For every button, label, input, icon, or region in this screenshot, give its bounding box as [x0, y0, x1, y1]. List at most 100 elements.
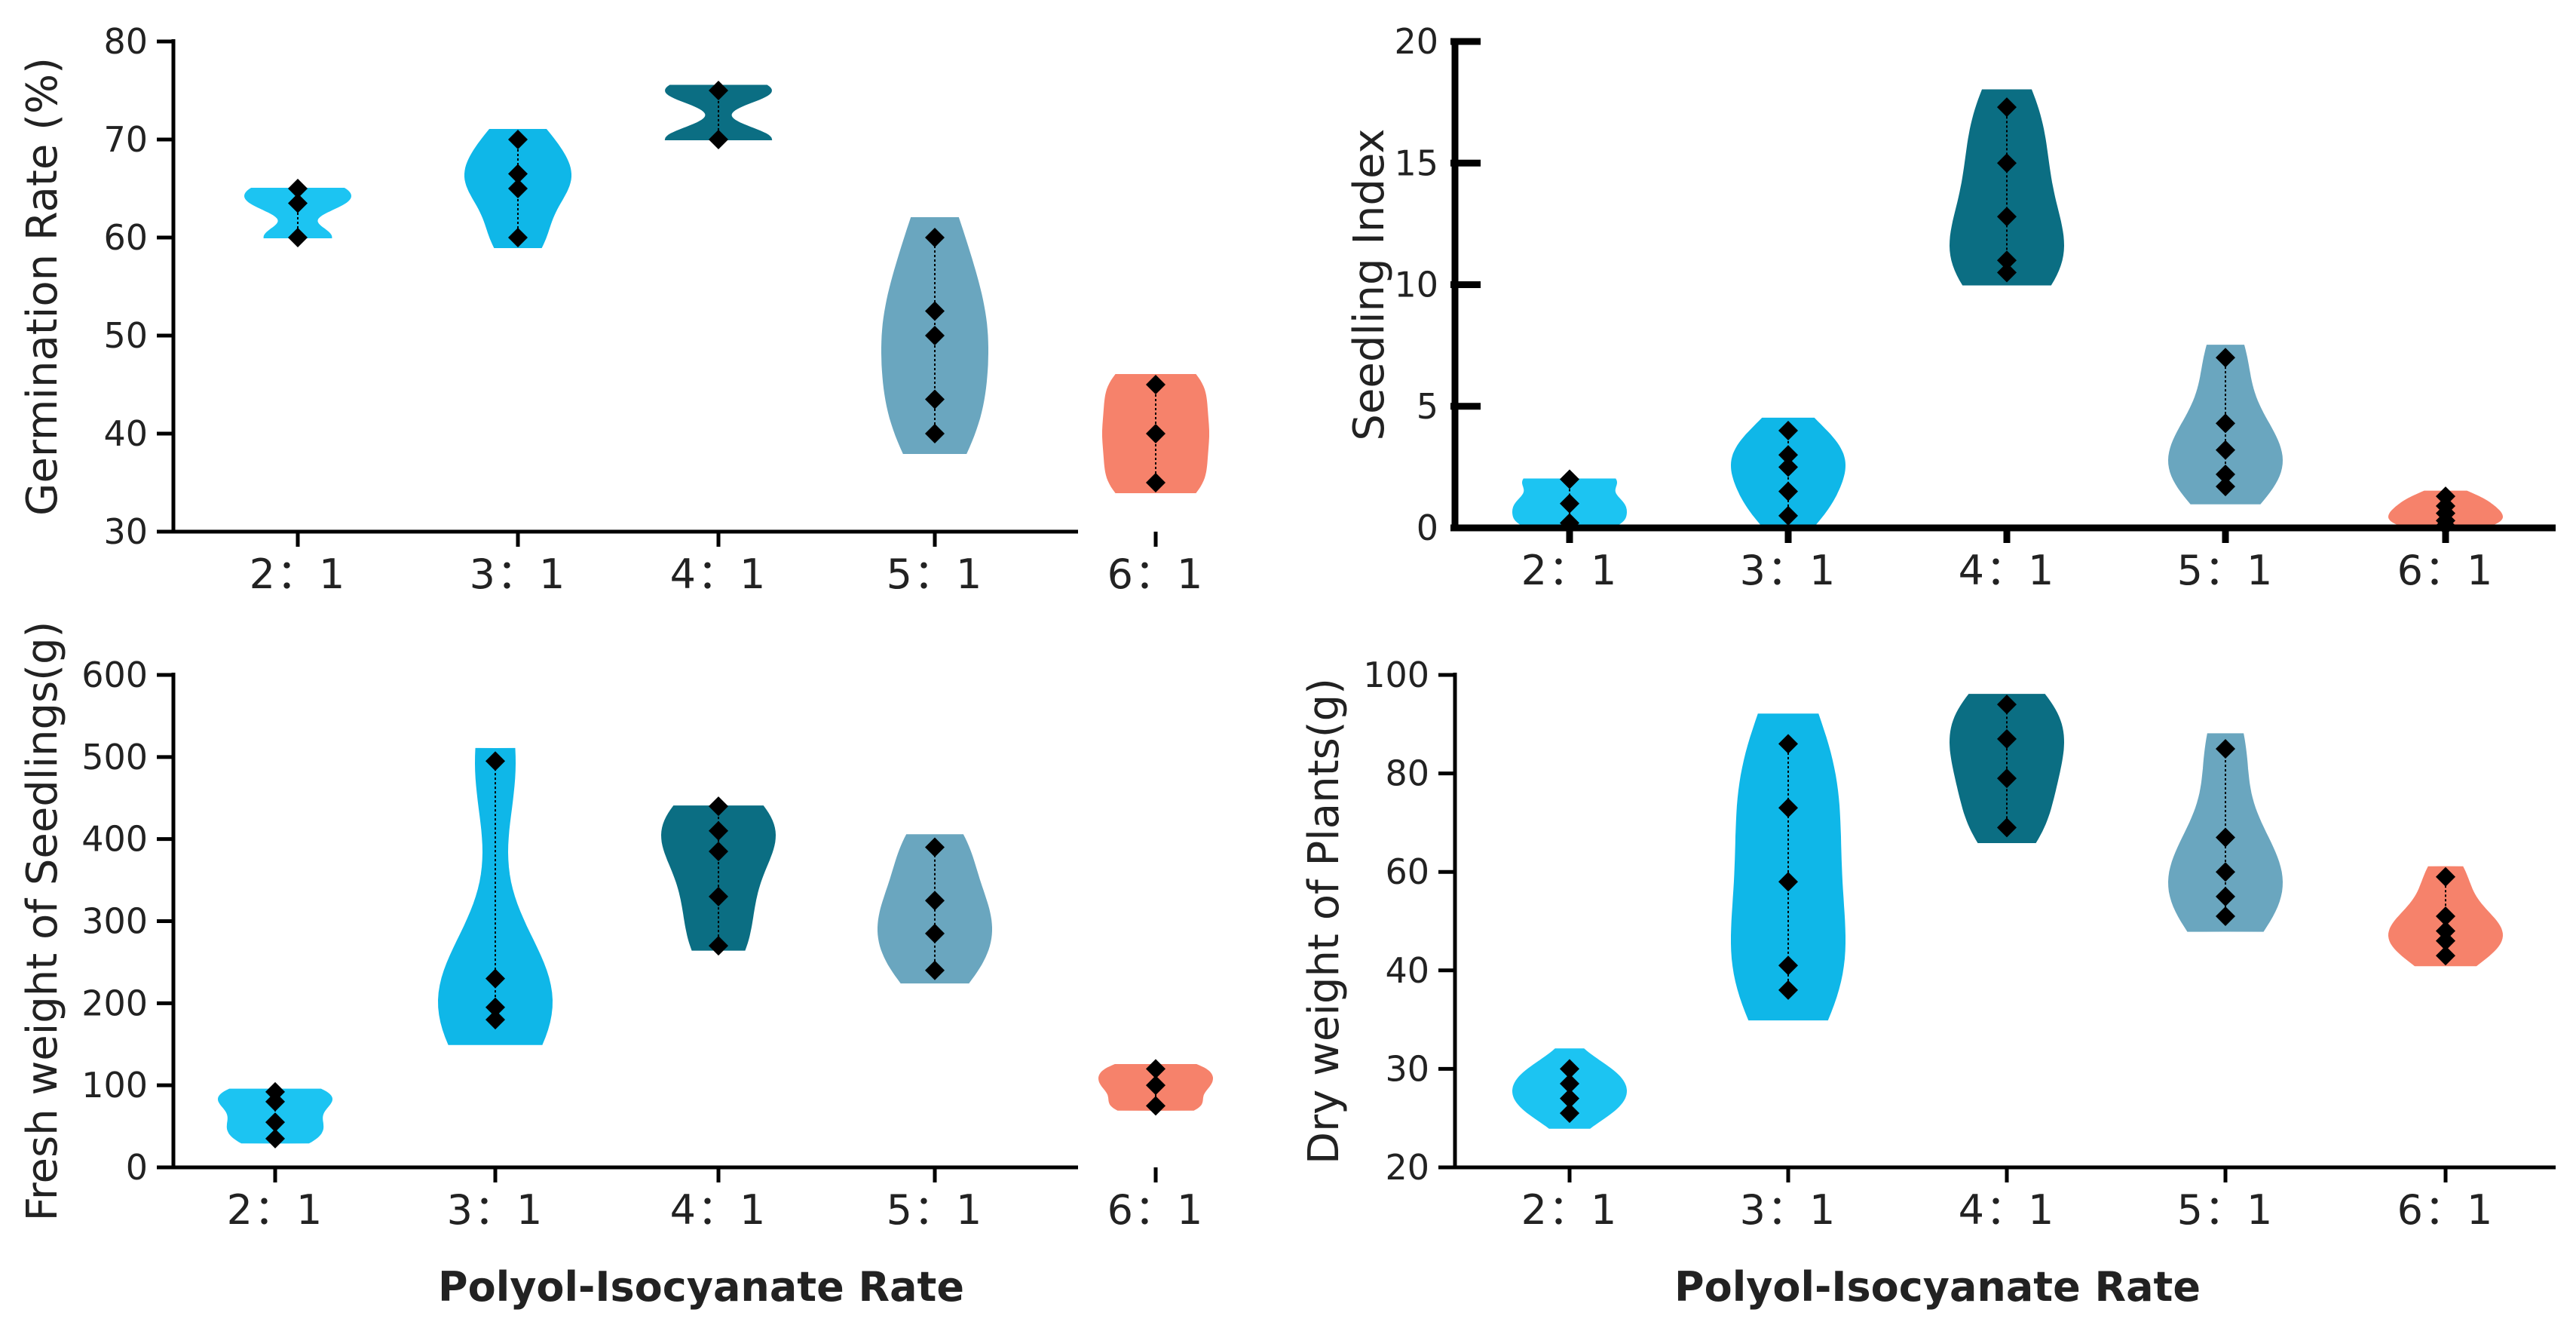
data-point [1560, 469, 1579, 489]
y-tick-label: 60 [1385, 851, 1429, 892]
data-point [1997, 153, 2017, 173]
data-point [2436, 906, 2455, 926]
y-tick-label: 15 [1394, 143, 1438, 183]
data-point [2216, 465, 2235, 485]
data-point [1778, 505, 1798, 526]
data-point [925, 389, 945, 409]
data-point [485, 751, 505, 771]
y-tick-label: 70 [103, 119, 148, 160]
data-point [925, 960, 945, 980]
data-point [2216, 440, 2235, 460]
data-point [1560, 1059, 1579, 1079]
x-tick-label: 4：1 [1959, 1186, 2056, 1234]
data-point [709, 841, 728, 861]
x-tick-label: 4：1 [670, 551, 767, 598]
data-point [1778, 421, 1798, 440]
data-point [1778, 872, 1798, 892]
data-point [2436, 921, 2455, 941]
data-point [1146, 1096, 1165, 1116]
y-tick-label: 10 [1394, 265, 1438, 305]
data-point [925, 891, 945, 911]
data-point [1146, 1075, 1165, 1096]
data-point [925, 424, 945, 443]
data-point [2436, 866, 2455, 887]
x-tick-label: 5：1 [2177, 547, 2274, 594]
data-point [508, 228, 528, 247]
data-point [485, 968, 505, 989]
data-point [1560, 493, 1579, 514]
y-tick-label: 20 [1385, 1147, 1429, 1188]
data-point [2216, 886, 2235, 906]
x-tick-label: 2：1 [1521, 1186, 1619, 1234]
y-tick-label: 5 [1417, 386, 1438, 427]
data-point [508, 179, 528, 198]
x-tick-label: 6：1 [1107, 551, 1205, 598]
x-tick-label: 2：1 [1521, 547, 1619, 594]
y-tick-label: 100 [1363, 655, 1429, 695]
y-axis-title: Seedling Index [1345, 128, 1394, 440]
data-point [1997, 207, 2017, 227]
data-point [485, 997, 505, 1017]
y-tick-label: 50 [103, 315, 148, 356]
y-tick-label: 300 [81, 901, 148, 942]
data-point [1997, 728, 2017, 749]
data-point [288, 228, 308, 247]
data-point [1997, 768, 2017, 789]
data-point [1778, 955, 1798, 976]
data-point [288, 179, 308, 198]
x-tick-label: 3：1 [1740, 1186, 1837, 1234]
data-point [1146, 375, 1165, 394]
x-tick-label: 6：1 [1107, 1186, 1205, 1234]
data-point [508, 164, 528, 184]
data-point [1997, 262, 2017, 283]
x-tick-label: 3：1 [1740, 547, 1837, 594]
data-point [485, 1010, 505, 1030]
y-tick-label: 200 [81, 983, 148, 1023]
x-tick-label: 5：1 [887, 551, 984, 598]
dry-weight-panel: 20 30 40 60 80 100 2：1 3：1 4：1 5：1 6：1 Dry weight o… [1300, 655, 2556, 1311]
y-tick-label: 80 [103, 21, 148, 62]
data-point [1778, 457, 1798, 477]
data-point [1778, 481, 1798, 501]
data-point [1560, 1103, 1579, 1124]
x-tick-label: 2：1 [227, 1186, 324, 1234]
y-tick-label: 60 [103, 217, 148, 258]
data-point [2216, 738, 2235, 759]
data-point [709, 130, 728, 149]
y-tick-label: 0 [126, 1147, 148, 1188]
fresh-weight-panel: 0 100 200 300 400 500 600 2：1 3：1 4：1 5：1 6：1 Fresh … [18, 621, 1214, 1311]
data-point [1997, 817, 2017, 838]
data-point [709, 936, 728, 956]
y-tick-label: 30 [1385, 1048, 1429, 1089]
data-point [265, 1081, 285, 1102]
x-tick-label: 5：1 [887, 1186, 984, 1234]
x-tick-label: 2：1 [250, 551, 347, 598]
data-point [2436, 931, 2455, 951]
data-point [925, 301, 945, 321]
x-axis-title: Polyol-Isocyanate Rate [438, 1263, 964, 1311]
x-tick-label: 5：1 [2177, 1186, 2274, 1234]
x-axis-title: Polyol-Isocyanate Rate [1674, 1263, 2201, 1311]
y-axis-title: Germination Rate (%) [18, 57, 67, 516]
data-point [1146, 424, 1165, 443]
data-point [2216, 827, 2235, 848]
y-axis-title: Dry weight of Plants(g) [1300, 678, 1349, 1164]
x-tick-label: 3：1 [470, 551, 567, 598]
data-point [1778, 734, 1798, 754]
data-point [2436, 486, 2455, 507]
x-tick-label: 3：1 [447, 1186, 544, 1234]
data-point [709, 886, 728, 906]
data-point [1997, 695, 2017, 715]
x-tick-label: 6：1 [2397, 547, 2495, 594]
data-point [508, 130, 528, 149]
data-point [2216, 906, 2235, 926]
x-tick-label: 6：1 [2397, 1186, 2495, 1234]
data-point [925, 326, 945, 345]
y-tick-label: 80 [1385, 753, 1429, 794]
y-tick-label: 400 [81, 819, 148, 860]
y-tick-label: 40 [103, 413, 148, 454]
data-point [2216, 862, 2235, 882]
data-point [1778, 980, 1798, 1000]
data-point [925, 923, 945, 943]
